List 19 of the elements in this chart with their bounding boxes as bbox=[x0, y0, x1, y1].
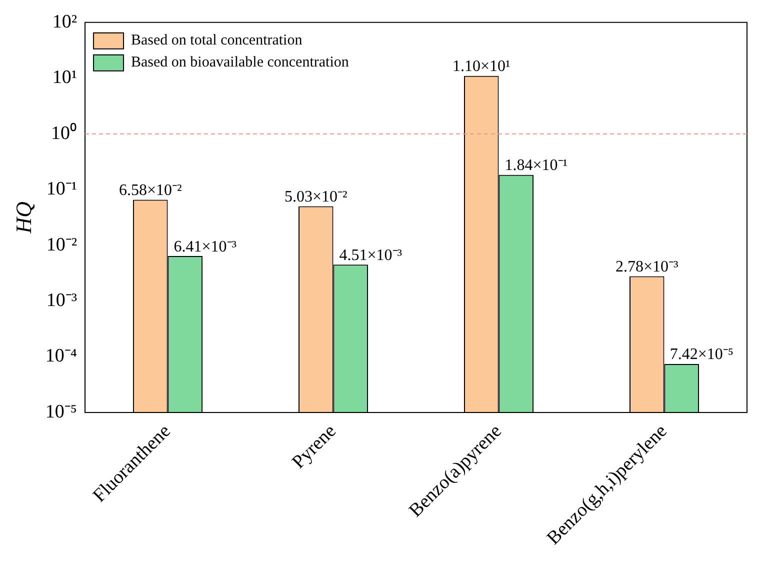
y-tick-label: 10⁰ bbox=[51, 122, 78, 144]
y-tick-label: 10¹ bbox=[52, 67, 78, 88]
data-label: 1.84×10⁻¹ bbox=[504, 157, 568, 174]
y-tick-label: 10⁻² bbox=[46, 234, 78, 256]
y-axis-title: HQ bbox=[10, 201, 36, 234]
data-label: 7.42×10⁻⁵ bbox=[670, 346, 734, 364]
y-tick-label: 10² bbox=[52, 11, 78, 32]
data-label: 2.78×10⁻³ bbox=[615, 258, 678, 276]
data-label: 6.58×10⁻² bbox=[118, 182, 182, 199]
legend-label: Based on bioavailable concentration bbox=[131, 54, 350, 70]
y-tick-label: 10⁻⁴ bbox=[45, 346, 78, 367]
data-label: 6.41×10⁻³ bbox=[174, 238, 237, 256]
legend-label: Based on total concentration bbox=[131, 32, 303, 48]
y-tick-label: 10⁻¹ bbox=[46, 178, 78, 200]
data-label: 5.03×10⁻² bbox=[284, 188, 348, 206]
data-label: 4.51×10⁻³ bbox=[339, 246, 402, 264]
y-tick-label: 10⁻⁵ bbox=[45, 401, 78, 422]
data-label: 1.10×10¹ bbox=[452, 58, 510, 76]
y-tick-label: 10⁻³ bbox=[46, 290, 78, 312]
